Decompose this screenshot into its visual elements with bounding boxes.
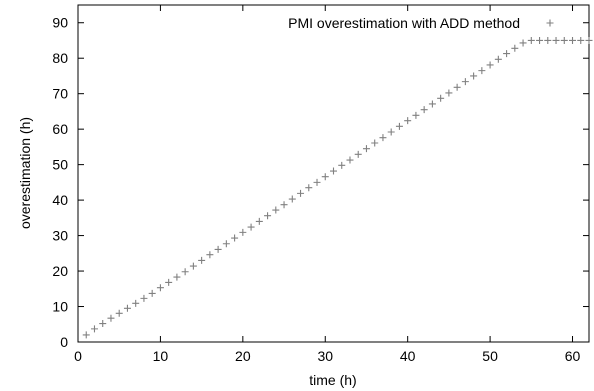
x-tick-label: 50 bbox=[482, 348, 498, 364]
data-point bbox=[560, 36, 568, 44]
data-point bbox=[412, 111, 420, 119]
x-axis-title: time (h) bbox=[309, 372, 356, 388]
data-point bbox=[288, 195, 296, 203]
data-point bbox=[140, 294, 148, 302]
y-tick-label: 40 bbox=[52, 192, 68, 208]
data-point bbox=[297, 189, 305, 197]
data-point bbox=[247, 223, 255, 231]
data-point bbox=[255, 217, 263, 225]
data-point bbox=[519, 39, 527, 47]
data-point bbox=[123, 304, 131, 312]
data-point bbox=[536, 36, 544, 44]
data-point bbox=[181, 268, 189, 276]
data-point bbox=[544, 36, 552, 44]
data-point bbox=[552, 36, 560, 44]
y-tick-label: 10 bbox=[52, 299, 68, 315]
data-point bbox=[132, 299, 140, 307]
x-tick-label: 60 bbox=[565, 348, 581, 364]
data-point bbox=[272, 206, 280, 214]
x-tick-label: 30 bbox=[317, 348, 333, 364]
y-tick-label: 20 bbox=[52, 263, 68, 279]
data-point bbox=[206, 251, 214, 259]
data-point bbox=[82, 331, 90, 339]
data-point bbox=[338, 161, 346, 169]
data-point bbox=[569, 36, 577, 44]
x-tick-label: 10 bbox=[153, 348, 169, 364]
y-tick-label: 0 bbox=[60, 334, 68, 350]
data-point bbox=[478, 67, 486, 75]
data-point bbox=[115, 309, 123, 317]
data-point bbox=[486, 61, 494, 69]
data-point bbox=[420, 106, 428, 114]
y-tick-label: 30 bbox=[52, 228, 68, 244]
data-point bbox=[99, 320, 107, 328]
data-point bbox=[173, 273, 181, 281]
data-point bbox=[527, 36, 535, 44]
data-point bbox=[371, 139, 379, 147]
data-point bbox=[222, 240, 230, 248]
data-point bbox=[321, 173, 329, 181]
data-point bbox=[445, 89, 453, 97]
data-point bbox=[354, 150, 362, 158]
data-point bbox=[511, 44, 519, 52]
legend: PMI overestimation with ADD method bbox=[288, 15, 554, 31]
data-point bbox=[165, 278, 173, 286]
data-point bbox=[461, 78, 469, 86]
data-point bbox=[404, 117, 412, 125]
data-points bbox=[82, 36, 593, 339]
y-tick-label: 60 bbox=[52, 121, 68, 137]
data-point bbox=[437, 94, 445, 102]
y-tick-label: 90 bbox=[52, 15, 68, 31]
data-point bbox=[239, 228, 247, 236]
data-point bbox=[428, 100, 436, 108]
data-point bbox=[313, 178, 321, 186]
data-point bbox=[231, 234, 239, 242]
data-point bbox=[90, 325, 98, 333]
data-point bbox=[395, 122, 403, 130]
data-point bbox=[305, 184, 313, 192]
data-point bbox=[189, 262, 197, 270]
data-point bbox=[148, 289, 156, 297]
data-point bbox=[264, 212, 272, 220]
y-tick-label: 50 bbox=[52, 157, 68, 173]
tick-label-group: 0 10 20 30 40 50 60 0 10 20 30 40 50 60 70 80 90 bbox=[52, 15, 580, 364]
data-point bbox=[362, 145, 370, 153]
plot-frame bbox=[77, 4, 590, 343]
data-point bbox=[198, 256, 206, 264]
data-point bbox=[503, 50, 511, 58]
legend-marker bbox=[546, 19, 554, 27]
data-point bbox=[330, 167, 337, 175]
data-point bbox=[214, 245, 222, 253]
data-point bbox=[577, 36, 585, 44]
data-point bbox=[107, 314, 115, 322]
data-point bbox=[156, 284, 164, 292]
y-axis-title: overestimation (h) bbox=[17, 117, 33, 229]
tick-group bbox=[77, 5, 589, 343]
data-point bbox=[494, 55, 502, 63]
legend-label: PMI overestimation with ADD method bbox=[288, 15, 520, 31]
data-point bbox=[585, 36, 593, 44]
data-point bbox=[379, 134, 387, 142]
data-point bbox=[470, 72, 478, 80]
x-tick-label: 0 bbox=[74, 348, 82, 364]
x-tick-label: 40 bbox=[400, 348, 416, 364]
data-point bbox=[346, 156, 354, 164]
y-tick-label: 70 bbox=[52, 86, 68, 102]
data-point bbox=[387, 128, 395, 136]
y-tick-label: 80 bbox=[52, 50, 68, 66]
data-point bbox=[546, 19, 554, 27]
data-point bbox=[453, 83, 461, 91]
x-tick-label: 20 bbox=[235, 348, 251, 364]
data-point bbox=[280, 201, 288, 209]
